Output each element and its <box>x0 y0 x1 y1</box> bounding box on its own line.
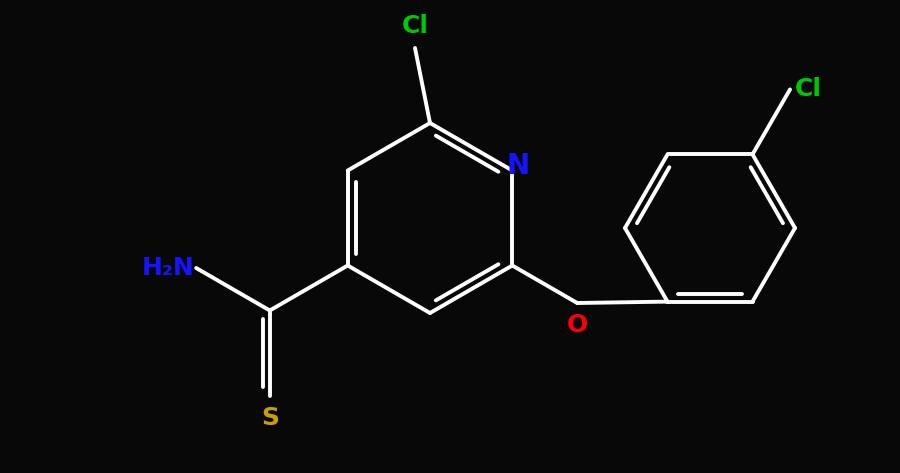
Text: Cl: Cl <box>401 14 428 38</box>
Text: N: N <box>507 151 530 179</box>
Text: H₂N: H₂N <box>142 256 194 280</box>
Text: Cl: Cl <box>795 78 822 101</box>
Text: O: O <box>567 313 588 337</box>
Text: S: S <box>261 405 279 429</box>
